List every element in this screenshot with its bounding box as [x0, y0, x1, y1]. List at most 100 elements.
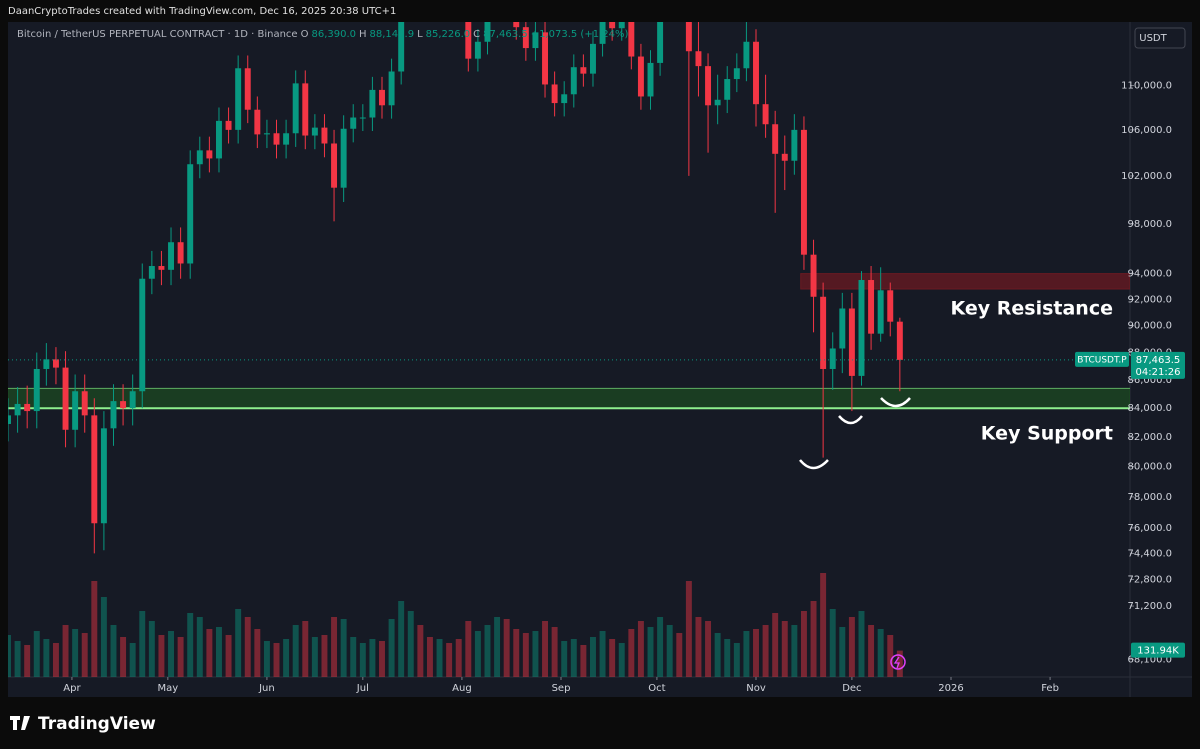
volume-bar	[455, 639, 462, 677]
volume-bar	[753, 629, 759, 677]
volume-bar	[762, 625, 769, 677]
volume-tag-label: 131.94K	[1137, 646, 1179, 657]
volume-bar	[14, 641, 21, 677]
candle-body	[800, 129, 807, 255]
candle-body	[62, 367, 69, 430]
y-tick-label: 71,200.0	[1127, 601, 1172, 612]
volume-bar	[216, 627, 222, 677]
x-tick-label: Aug	[452, 683, 472, 694]
volume-bar	[733, 643, 740, 677]
currency-button[interactable]	[1134, 27, 1186, 49]
volume-bar	[743, 631, 750, 677]
candle-body	[139, 278, 146, 392]
candle-body	[570, 67, 577, 95]
candle-body	[33, 368, 40, 412]
volume-bar	[331, 617, 338, 677]
candle-body	[254, 109, 261, 135]
volume-tag	[1131, 642, 1185, 658]
candle-body	[206, 150, 213, 159]
volume-bar	[177, 637, 184, 677]
volume-bar	[33, 631, 40, 677]
annotation-arc	[799, 459, 829, 470]
candle-body	[590, 43, 596, 74]
candle-body	[216, 120, 222, 159]
candle-body	[235, 68, 242, 130]
alert-icon[interactable]	[890, 654, 906, 670]
volume-bar	[273, 643, 280, 677]
volume-bar	[800, 611, 807, 677]
volume-bar	[91, 581, 98, 677]
y-tick-label: 94,000.0	[1127, 269, 1172, 280]
candle-body	[369, 89, 376, 118]
volume-bar	[858, 611, 865, 677]
volume-bar	[820, 573, 827, 677]
candle-body	[887, 290, 894, 322]
candle-body	[791, 129, 798, 161]
annotation-arc	[838, 415, 863, 425]
symbol-tag	[1075, 351, 1129, 367]
volume-bar	[110, 625, 117, 677]
candle-body	[820, 296, 827, 369]
legend-value: 87,463.5	[483, 29, 528, 40]
volume-bar	[484, 625, 491, 677]
volume-bar	[254, 629, 261, 677]
volume-bar	[695, 617, 702, 677]
volume-bar	[417, 625, 424, 677]
currency-label[interactable]: USDT	[1139, 33, 1167, 44]
volume-bar	[369, 639, 376, 677]
y-tick-label: 82,000.0	[1127, 432, 1172, 443]
zone	[8, 387, 1130, 409]
volume-bar	[513, 629, 520, 677]
volume-bar	[81, 633, 88, 677]
volume-bar	[848, 617, 855, 677]
volume-bar	[474, 631, 481, 677]
candle-body	[580, 67, 587, 74]
candle-body	[168, 242, 174, 270]
candle-body	[484, 22, 491, 42]
volume-bar	[590, 637, 596, 677]
candle-body	[263, 133, 270, 135]
volume-bar	[168, 631, 174, 677]
y-tick-label: 84,000.0	[1127, 403, 1172, 414]
candle-body	[714, 99, 721, 106]
candle-body	[302, 83, 309, 136]
candle-body	[292, 83, 299, 134]
candle-body	[848, 308, 855, 376]
volume-bar	[542, 621, 548, 677]
y-tick-label: 92,000.0	[1127, 294, 1172, 305]
volume-bar	[8, 635, 11, 677]
candle-body	[542, 32, 548, 85]
volume-bar	[225, 635, 232, 677]
volume-bar	[206, 629, 213, 677]
legend-value: 86,390.0	[311, 29, 356, 40]
volume-bar	[407, 611, 414, 677]
volume-bar	[609, 639, 616, 677]
candle-body	[148, 266, 155, 279]
candle-body	[350, 117, 357, 129]
volume-bar	[158, 635, 165, 677]
x-tick-label: Sep	[552, 683, 571, 694]
candle-body	[599, 22, 606, 44]
volume-bar	[494, 617, 501, 677]
volume-bar	[379, 641, 385, 677]
x-tick-label: Nov	[746, 683, 766, 694]
y-tick-label: 68,100.0	[1127, 654, 1172, 665]
x-tick-label: May	[157, 683, 178, 694]
candle-body	[244, 68, 251, 110]
candle-body	[120, 401, 127, 409]
volume-bar	[599, 631, 606, 677]
candle-body	[52, 359, 59, 368]
y-tick-label: 72,800.0	[1127, 574, 1172, 585]
volume-bar	[302, 621, 309, 677]
legend: Bitcoin / TetherUS PERPETUAL CONTRACT · …	[17, 29, 628, 40]
volume-bar	[52, 643, 59, 677]
x-tick-label: 2026	[938, 683, 963, 694]
candle-body	[877, 290, 884, 334]
legend-key: O	[301, 29, 309, 40]
volume-bar	[503, 619, 510, 677]
volume-bar	[714, 633, 721, 677]
volume-bar	[263, 641, 270, 677]
candle-body	[724, 79, 731, 100]
x-tick-label: Dec	[842, 683, 861, 694]
